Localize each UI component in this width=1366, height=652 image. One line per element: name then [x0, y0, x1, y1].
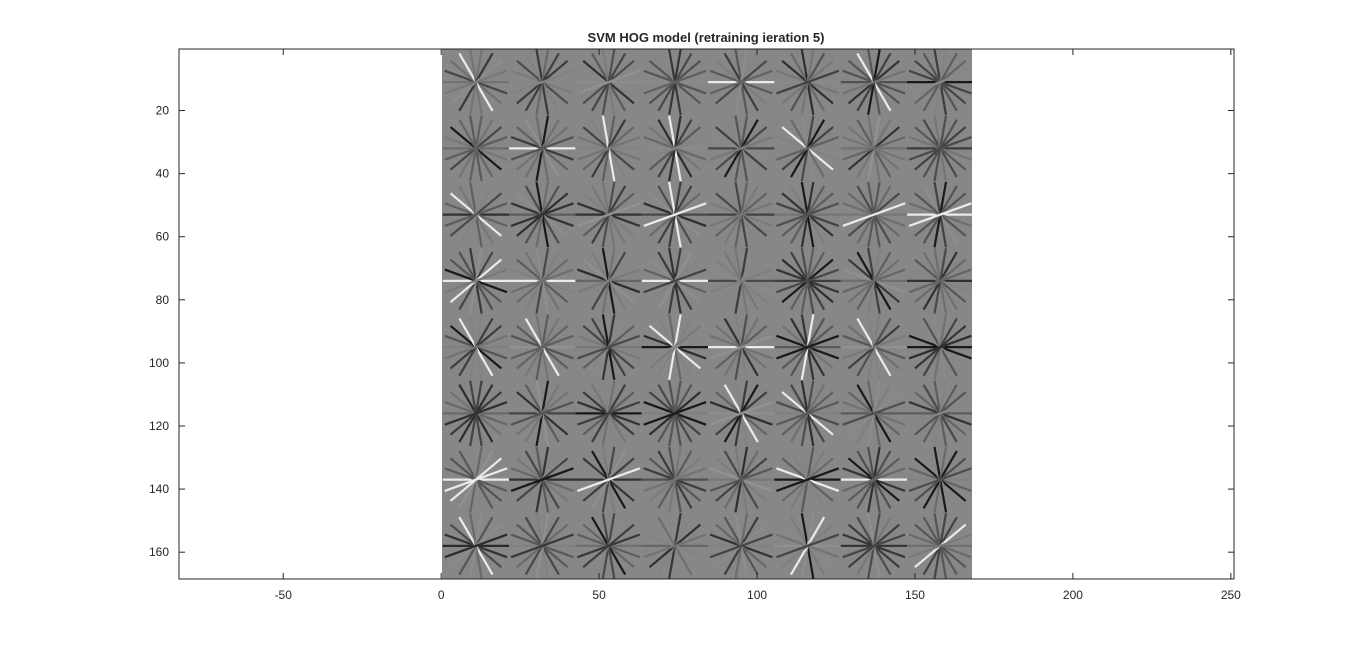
hog-orientation-bar — [444, 533, 508, 559]
hog-orientation-bar — [510, 268, 574, 294]
hog-orientation-bar — [577, 268, 641, 294]
y-tick-label: 80 — [156, 293, 170, 307]
hog-orientation-bar — [510, 69, 574, 95]
hog-image-background — [442, 49, 972, 579]
y-tick-label: 40 — [156, 167, 170, 181]
hog-orientation-bar — [842, 533, 906, 559]
hog-orientation-bar — [908, 268, 972, 294]
hog-orientation-bar — [444, 400, 508, 426]
y-tick-label: 60 — [156, 230, 170, 244]
hog-orientation-bar — [776, 533, 840, 559]
hog-orientation-bar — [908, 334, 972, 360]
hog-orientation-bar — [776, 268, 840, 294]
hog-orientation-bar — [776, 135, 840, 161]
hog-orientation-bar — [510, 334, 574, 360]
x-tick-label: 0 — [438, 588, 445, 602]
hog-orientation-bar — [643, 467, 707, 493]
hog-orientation-bar — [842, 268, 906, 294]
hog-orientation-bar — [643, 69, 707, 95]
hog-orientation-bar — [444, 69, 508, 95]
x-tick-label: 100 — [747, 588, 767, 602]
hog-orientation-bar — [444, 268, 508, 294]
hog-orientation-bar — [842, 467, 906, 493]
hog-orientation-bar — [842, 400, 906, 426]
hog-orientation-bar — [577, 533, 641, 559]
hog-orientation-bar — [643, 135, 707, 161]
hog-orientation-bar — [709, 69, 773, 95]
hog-glyphs — [442, 49, 972, 579]
hog-orientation-bar — [908, 400, 972, 426]
hog-orientation-bar — [776, 202, 840, 228]
y-tick-label: 100 — [149, 356, 169, 370]
hog-orientation-bar — [842, 334, 906, 360]
hog-orientation-bar — [842, 69, 906, 95]
x-tick-label: 50 — [592, 588, 606, 602]
axes-box — [178, 48, 1235, 580]
x-tick-label: 200 — [1063, 588, 1083, 602]
hog-orientation-bar — [709, 533, 773, 559]
hog-orientation-bar — [709, 467, 773, 493]
y-tick-label: 120 — [149, 419, 169, 433]
hog-orientation-bar — [908, 69, 972, 95]
hog-orientation-bar — [842, 135, 906, 161]
hog-orientation-bar — [643, 533, 707, 559]
hog-image — [442, 49, 972, 579]
hog-orientation-bar — [709, 202, 773, 228]
hog-orientation-bar — [643, 202, 707, 228]
hog-orientation-bar — [510, 400, 574, 426]
hog-orientation-bar — [709, 334, 773, 360]
hog-orientation-bar — [643, 334, 707, 360]
hog-orientation-bar — [776, 334, 840, 360]
hog-orientation-bar — [577, 135, 641, 161]
hog-orientation-bar — [510, 467, 574, 493]
x-tick-label: 250 — [1221, 588, 1241, 602]
hog-orientation-bar — [709, 268, 773, 294]
x-tick-label: -50 — [275, 588, 293, 602]
hog-orientation-bar — [444, 467, 508, 493]
x-axis-ticks: -50 0 50 100 150 200 250 — [275, 49, 1241, 602]
hog-orientation-bar — [444, 334, 508, 360]
y-axis-ticks: 20 40 60 80 100 120 140 160 — [149, 104, 1234, 559]
hog-orientation-bar — [908, 533, 972, 559]
hog-orientation-bar — [643, 268, 707, 294]
hog-orientation-bar — [842, 202, 906, 228]
y-tick-label: 20 — [156, 104, 170, 118]
hog-orientation-bar — [577, 467, 641, 493]
chart-title: SVM HOG model (retraining ieration 5) — [588, 30, 825, 45]
hog-orientation-bar — [908, 135, 972, 161]
hog-orientation-bar — [444, 135, 508, 161]
hog-orientation-bar — [510, 135, 574, 161]
hog-orientation-bar — [510, 533, 574, 559]
hog-orientation-bar — [444, 202, 508, 228]
hog-orientation-bar — [776, 467, 840, 493]
hog-orientation-bar — [577, 400, 641, 426]
hog-orientation-bar — [709, 135, 773, 161]
y-tick-label: 160 — [149, 545, 169, 559]
hog-orientation-bar — [776, 400, 840, 426]
hog-orientation-bar — [643, 400, 707, 426]
hog-orientation-bar — [510, 202, 574, 228]
hog-orientation-bar — [908, 467, 972, 493]
hog-orientation-bar — [577, 334, 641, 360]
hog-orientation-bar — [908, 202, 972, 228]
hog-orientation-bar — [776, 69, 840, 95]
y-tick-label: 140 — [149, 482, 169, 496]
hog-orientation-bar — [577, 202, 641, 228]
x-tick-label: 150 — [905, 588, 925, 602]
hog-orientation-bar — [577, 69, 641, 95]
hog-orientation-bar — [709, 400, 773, 426]
